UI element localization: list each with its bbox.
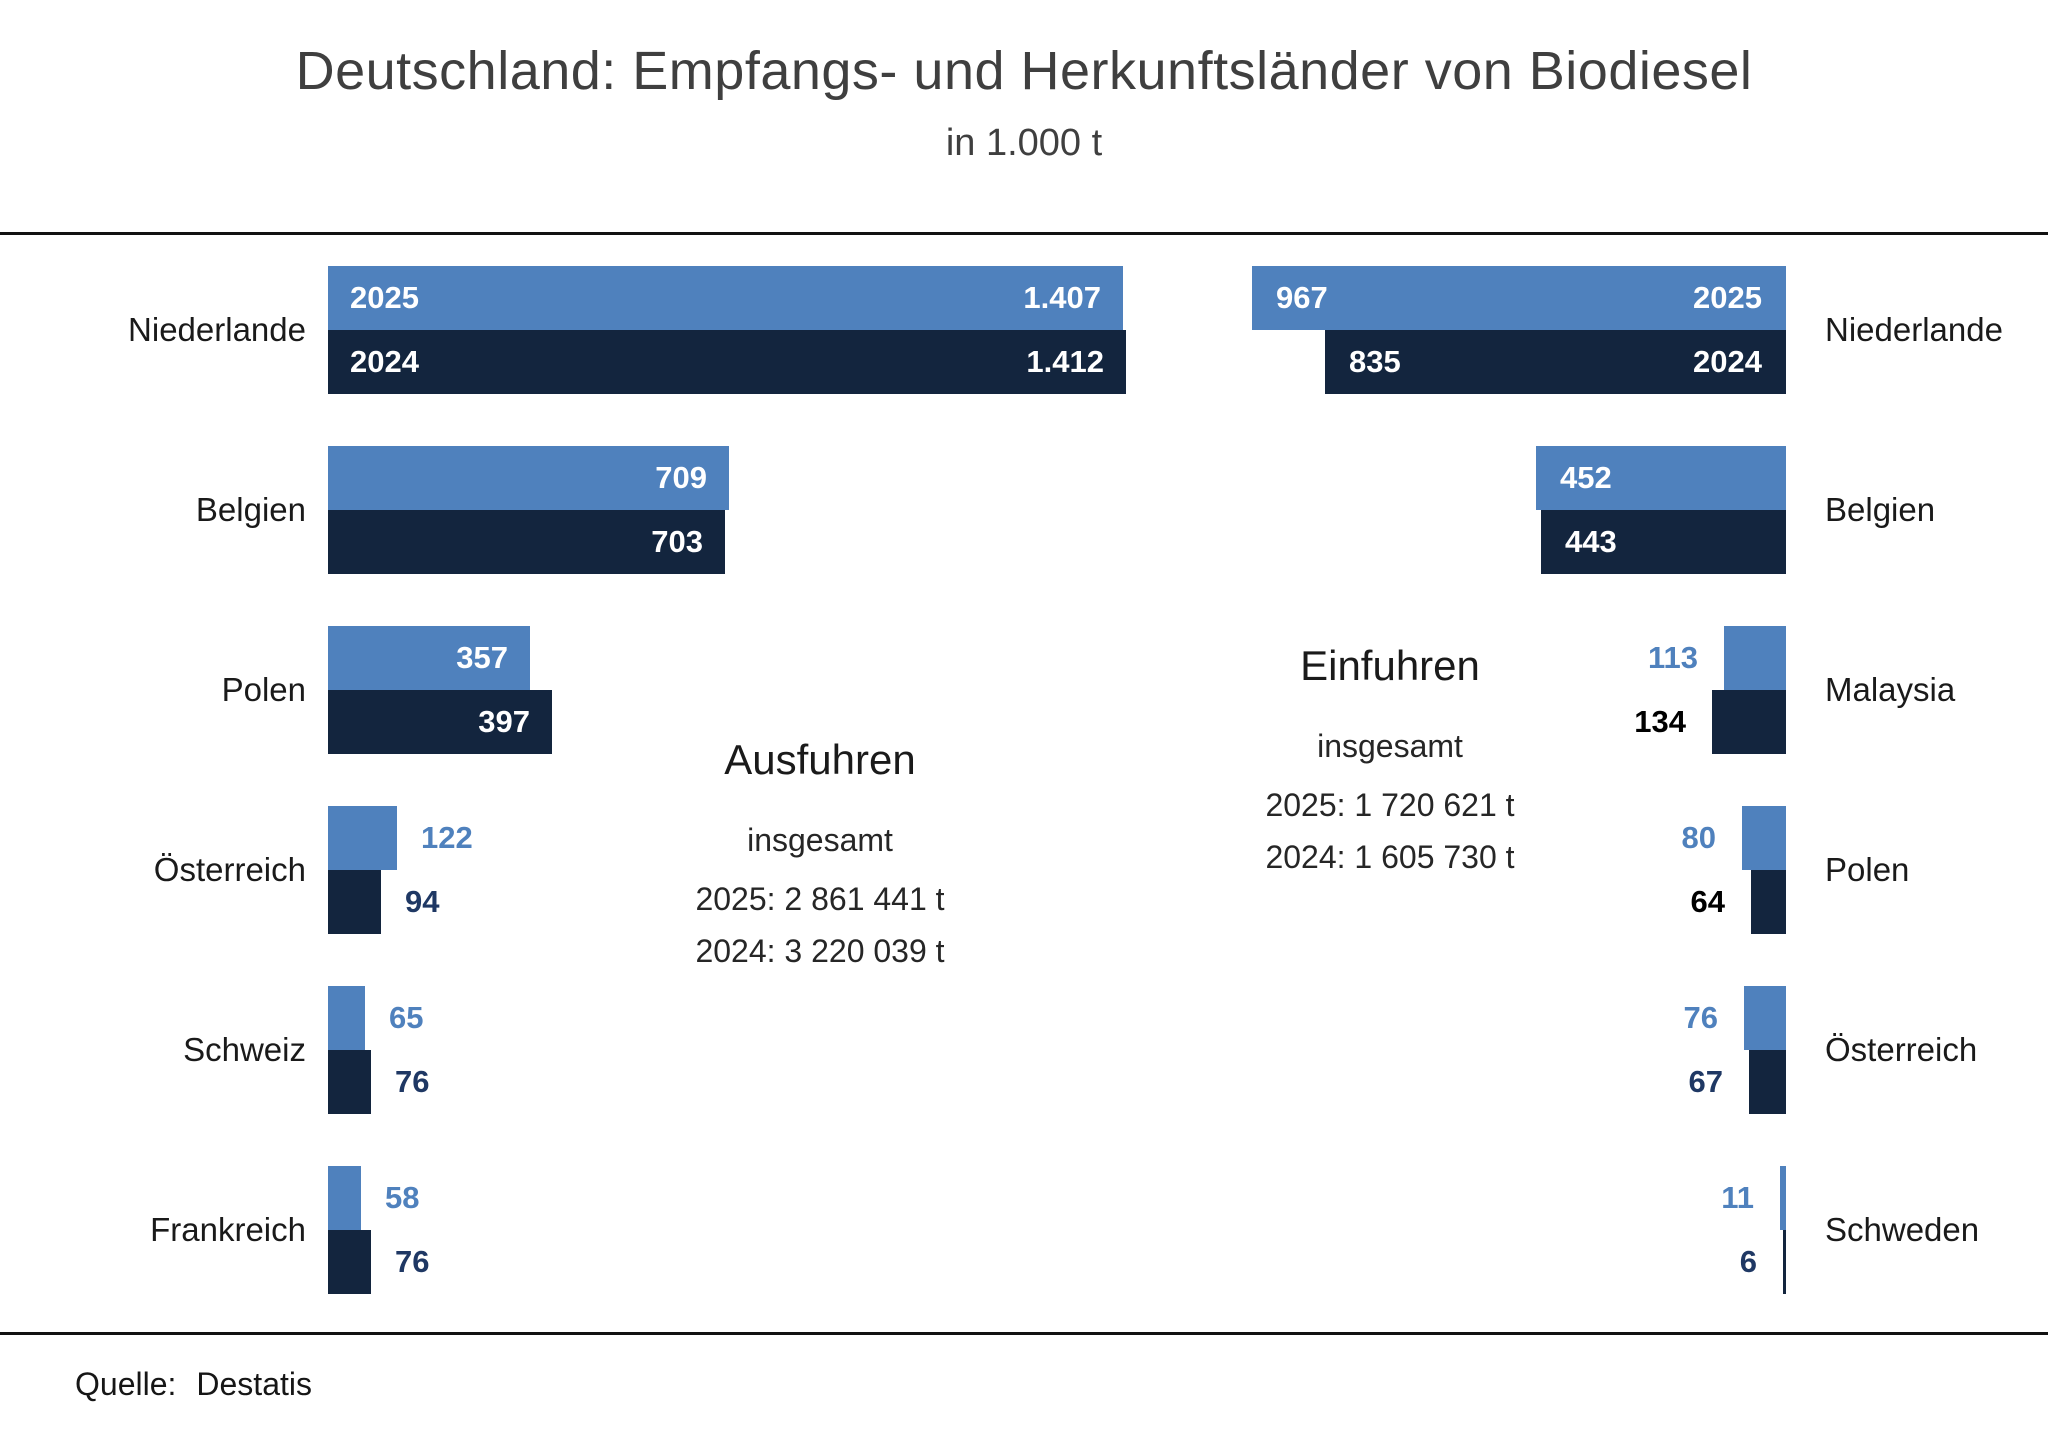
value-label-2024: 64 <box>1690 884 1725 919</box>
imports-total-2024: 2024: 1 605 730 t <box>1265 839 1515 875</box>
source-label: Quelle: <box>75 1366 177 1402</box>
bar-2025 <box>1744 986 1786 1050</box>
bar-2024 <box>1749 1050 1786 1114</box>
top-rule <box>0 232 2048 235</box>
page-subtitle: in 1.000 t <box>945 122 1103 164</box>
bar-2024 <box>1783 1230 1786 1294</box>
category-label-imports: Schweden <box>1825 1211 1980 1248</box>
value-label-2025: 65 <box>389 1000 424 1035</box>
year-label-2024: 2024 <box>350 344 419 379</box>
imports-summary-subheading: insgesamt <box>1317 728 1463 764</box>
bar-2024 <box>1325 330 1786 394</box>
bar-2024 <box>328 1230 371 1294</box>
value-label-2025: 967 <box>1276 280 1328 315</box>
value-label-2025: 11 <box>1721 1180 1754 1215</box>
value-label-2025: 357 <box>456 640 508 675</box>
year-label-2025: 2025 <box>350 280 419 315</box>
value-label-2024: 1.412 <box>1026 344 1104 379</box>
bar-2025 <box>328 446 729 510</box>
value-label-2025: 113 <box>1647 640 1698 675</box>
exports-summary: Ausfuhren insgesamt 2025: 2 861 441 t 20… <box>420 736 1220 977</box>
bar-2024 <box>328 870 381 934</box>
bottom-rule <box>0 1332 2048 1335</box>
bar-2024 <box>328 330 1126 394</box>
bar-2025 <box>1724 626 1786 690</box>
value-label-2025: 76 <box>1683 1000 1718 1035</box>
category-label-exports: Niederlande <box>128 311 306 348</box>
value-label-2024: 835 <box>1349 344 1401 379</box>
bar-2024 <box>1541 510 1786 574</box>
imports-summary-heading: Einfuhren <box>1300 642 1480 689</box>
category-label-exports: Frankreich <box>150 1211 306 1248</box>
category-label-imports: Malaysia <box>1825 671 1956 708</box>
value-label-2024: 6 <box>1739 1244 1757 1279</box>
value-label-2024: 397 <box>478 704 530 739</box>
exports-summary-subheading: insgesamt <box>747 822 893 858</box>
category-label-imports: Niederlande <box>1825 311 2003 348</box>
value-label-2024: 134 <box>1634 704 1686 739</box>
value-label-2025: 709 <box>655 460 707 495</box>
value-label-2024: 703 <box>651 524 703 559</box>
category-label-exports: Belgien <box>195 491 306 528</box>
category-label-imports: Österreich <box>1825 1031 1978 1068</box>
value-label-2025: 58 <box>385 1180 420 1215</box>
exports-summary-heading: Ausfuhren <box>724 736 916 783</box>
bar-2024 <box>1751 870 1786 934</box>
category-label-imports: Belgien <box>1825 491 1936 528</box>
bar-2025 <box>328 806 397 870</box>
bar-2025 <box>328 986 365 1050</box>
value-label-2025: 1.407 <box>1023 280 1101 315</box>
value-label-2025: 122 <box>421 820 473 855</box>
bar-2025 <box>328 266 1123 330</box>
value-label-2025: 80 <box>1681 820 1716 855</box>
exports-total-2025: 2025: 2 861 441 t <box>695 881 945 917</box>
category-label-exports: Schweiz <box>183 1031 306 1068</box>
page-title: Deutschland: Empfangs- und Herkunftsländ… <box>295 41 1753 101</box>
imports-summary: Einfuhren insgesamt 2025: 1 720 621 t 20… <box>990 642 1790 883</box>
bar-2025 <box>1742 806 1786 870</box>
exports-total-2024: 2024: 3 220 039 t <box>695 933 945 969</box>
bar-2024 <box>1712 690 1786 754</box>
source-value: Destatis <box>196 1366 312 1402</box>
value-label-2024: 76 <box>395 1064 430 1099</box>
bar-2025 <box>328 1166 361 1230</box>
bar-2024 <box>328 690 552 754</box>
bar-2024 <box>328 1050 371 1114</box>
bar-2025 <box>1780 1166 1786 1230</box>
bar-2025 <box>1536 446 1786 510</box>
value-label-2025: 452 <box>1560 460 1612 495</box>
bar-2025 <box>328 626 530 690</box>
bar-2024 <box>328 510 725 574</box>
value-label-2024: 76 <box>395 1244 430 1279</box>
imports-total-2025: 2025: 1 720 621 t <box>1265 787 1515 823</box>
bar-2025 <box>1252 266 1786 330</box>
year-label-2025: 2025 <box>1693 280 1762 315</box>
category-label-exports: Polen <box>221 671 306 708</box>
year-label-2024: 2024 <box>1693 344 1762 379</box>
category-label-exports: Österreich <box>153 851 306 888</box>
value-label-2024: 67 <box>1688 1064 1723 1099</box>
value-label-2024: 94 <box>405 884 440 919</box>
value-label-2024: 443 <box>1565 524 1617 559</box>
category-label-imports: Polen <box>1825 851 1910 888</box>
source-line: Quelle: Destatis <box>75 1366 312 1403</box>
